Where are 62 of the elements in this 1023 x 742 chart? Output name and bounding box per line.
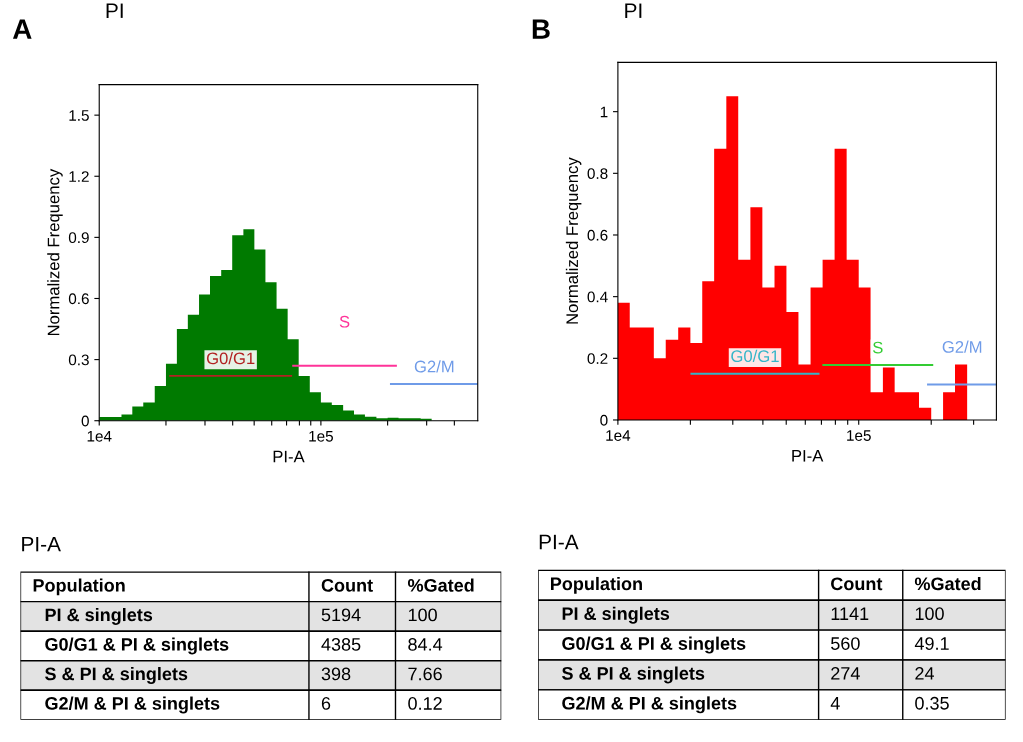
y-axis-title: Normalized Frequency [565,157,582,324]
y-tick-label: 0.6 [587,229,608,241]
chart-title: PI [106,3,123,18]
text: 100 [408,608,437,622]
category-label: Count [831,577,883,591]
text: S [339,315,350,328]
category-label: %Gated [407,578,474,592]
series-label: G2/M [942,340,982,353]
y-tick-label: 0.6 [68,293,89,305]
y-tick-label: 1.2 [69,171,89,182]
category-label: PI & singlets [562,606,670,624]
text: 398 [321,667,351,681]
x-axis-title: PI-A [792,450,824,462]
text: PI-A [539,534,579,550]
category-label: G0/G1 & PI & singlets [45,637,229,655]
category-label: Count [321,578,373,592]
series-label: S [873,341,883,354]
category-label: Population [33,578,125,596]
text: 5194 [321,608,361,622]
text: B [532,19,550,39]
y-tick-label: 0 [81,415,89,427]
series-label: G0/G1 [731,349,779,363]
category-label: S & PI & singlets [561,666,705,684]
x-tick-label: 1e4 [606,430,631,441]
x-tick-label: 1e4 [87,431,112,442]
text: 7.66 [408,667,442,681]
text: 49.1 [914,637,949,650]
y-tick-label: 1 [600,106,608,118]
category-label: S & PI & singlets [45,667,188,684]
x-tick-label: 1e5 [847,430,871,441]
text: 1141 [831,607,869,620]
category-label: PI & singlets [45,607,153,625]
text: A [12,19,32,39]
text: 0.12 [408,697,442,710]
text: 6 [321,697,331,710]
category-label: %Gated [914,576,981,591]
y-tick-label: 0.9 [68,232,89,244]
series-label: G2/M [414,360,454,373]
x-tick-label: 1e5 [309,431,333,442]
y-tick-label: 0.2 [587,353,608,364]
chart-title: PI [625,3,642,18]
category-label: Population [550,576,642,594]
text: 560 [831,637,860,650]
series-label: G0/G1 [206,352,255,365]
y-tick-label: 0.4 [587,291,608,303]
text: 100 [915,607,944,621]
y-axis-title: Normalized Frequency [47,168,63,336]
text: 24 [915,667,934,680]
text: 0.35 [915,696,949,710]
y-tick-label: 0 [600,414,608,426]
y-tick-label: 1.5 [69,110,89,121]
y-tick-label: 0.3 [68,354,89,366]
y-tick-label: 0.8 [587,168,608,180]
category-label: G2/M & PI & singlets [45,696,220,714]
text: 4 [830,697,840,710]
text: 84.4 [408,638,443,651]
category-label: G2/M & PI & singlets [562,696,737,714]
text: 274 [831,667,860,680]
text: 4385 [321,638,361,651]
text: PI-A [22,536,61,552]
x-axis-title: PI-A [273,450,305,463]
category-label: G0/G1 & PI & singlets [562,636,746,654]
